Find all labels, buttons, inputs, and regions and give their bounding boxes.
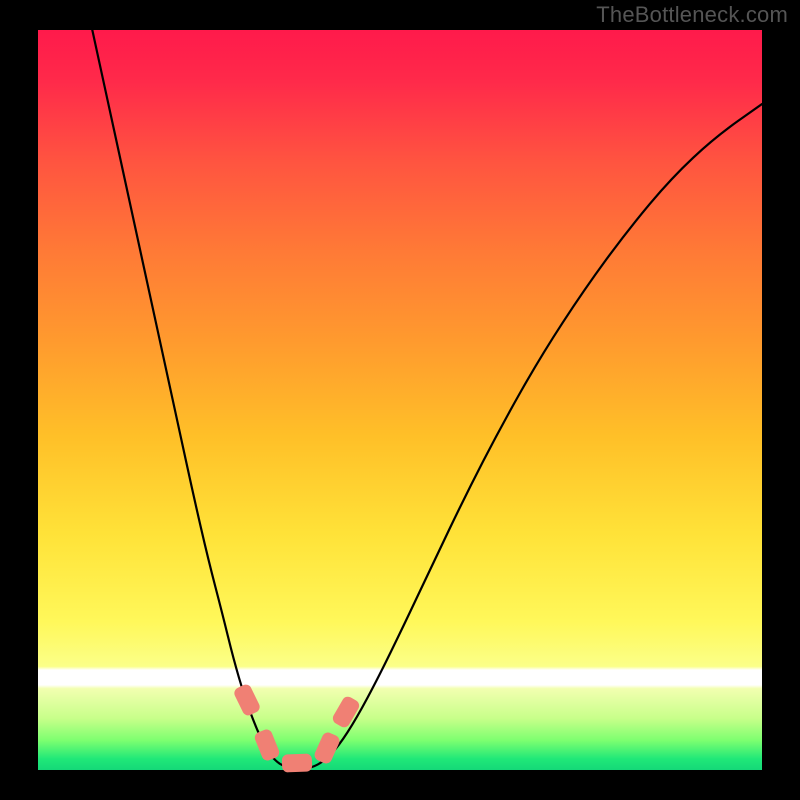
trough-marker: [253, 728, 281, 763]
trough-marker: [313, 730, 342, 765]
trough-marker: [282, 753, 313, 772]
markers-layer: [38, 30, 762, 770]
trough-marker: [233, 683, 262, 718]
plot-area: [38, 30, 762, 770]
watermark-text: TheBottleneck.com: [596, 2, 788, 28]
trough-marker: [331, 695, 362, 730]
